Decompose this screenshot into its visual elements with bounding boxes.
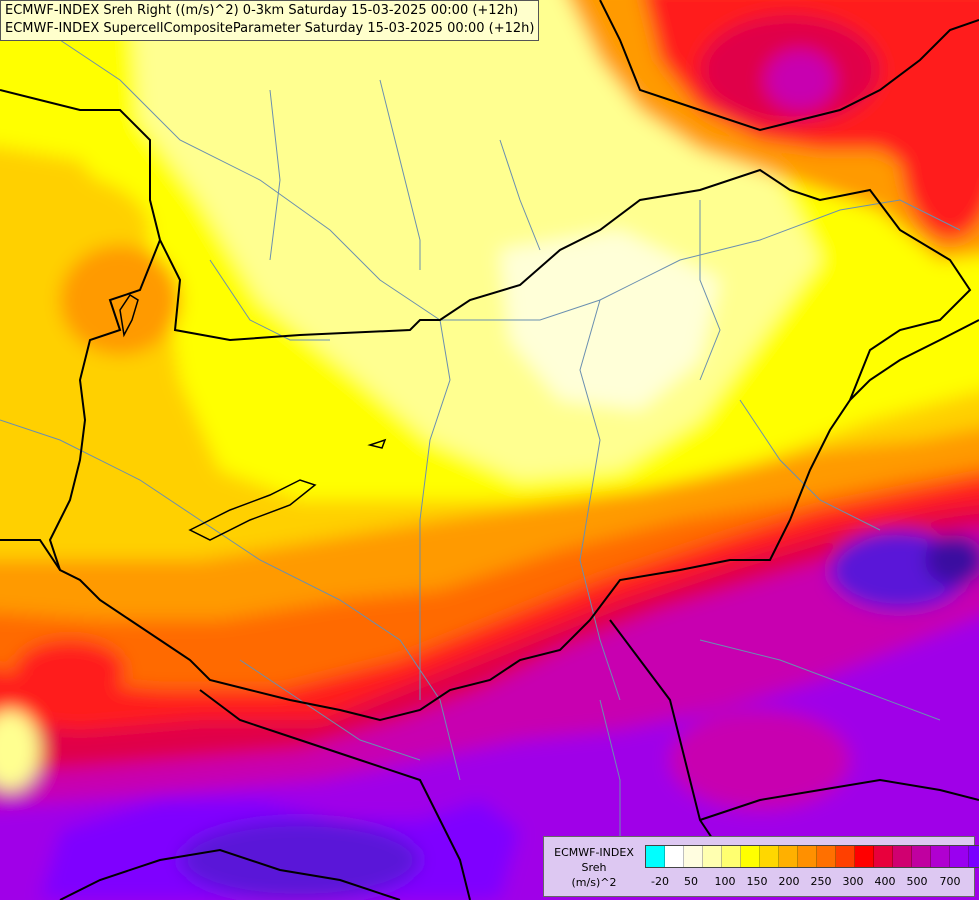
legend-swatch [646,846,665,867]
hungary-border [48,168,972,722]
legend-swatch [684,846,703,867]
legend-swatch [836,846,855,867]
south-border [59,848,401,900]
legend-swatch [874,846,893,867]
magenta-north-patch [765,50,835,110]
legend-swatch [855,846,874,867]
orange-west-patch [60,245,180,355]
red-southwest-patch [15,640,125,700]
legend-label-unit: (m/s)^2 [571,876,617,889]
legend-ticks: -20 50 100 150 200 250 300 400 500 700 [645,875,975,891]
legend-swatch [893,846,912,867]
legend-swatch [931,846,950,867]
legend-label: ECMWF-INDEX Sreh (m/s)^2 [548,845,640,890]
indigo-south-patch [180,820,420,900]
romania-east [849,319,979,401]
title-line-sreh: ECMWF-INDEX Sreh Right ((m/s)^2) 0-3km S… [5,3,519,18]
legend-swatch [969,846,979,867]
legend-swatch [779,846,798,867]
legend-swatch [741,846,760,867]
west-border [0,539,61,571]
legend-tick-label: 400 [874,875,896,888]
legend-swatch [703,846,722,867]
legend-swatch [950,846,969,867]
legend-swatch [817,846,836,867]
legend-tick-label: 200 [778,875,800,888]
croatia-border [199,689,471,900]
legend-swatch [912,846,931,867]
legend-tick-label: 50 [684,875,698,888]
legend-tick-label: -20 [651,875,669,888]
rivers [0,39,961,860]
legend-tick-label: 700 [939,875,961,888]
legend-tick-label: 500 [906,875,928,888]
color-legend: ECMWF-INDEX Sreh (m/s)^2 -20 50 100 150 200 2… [543,836,979,897]
map-title-box: ECMWF-INDEX Sreh Right ((m/s)^2) 0-3km S… [0,0,540,41]
southeast-border [699,778,979,821]
small-lake [367,438,387,449]
north-border-east [599,0,979,132]
slovakia-north-border [0,89,161,241]
legend-tick-label: 100 [714,875,736,888]
legend-label-variable: Sreh [581,861,607,874]
legend-swatch [722,846,741,867]
legend-tick-label: 300 [842,875,864,888]
magenta-southeast-patch [670,710,850,810]
legend-label-source: ECMWF-INDEX [554,846,634,859]
legend-swatches [645,845,979,868]
legend-swatch [760,846,779,867]
lakes [119,293,387,541]
lake-balaton [188,479,317,541]
red-northeast-patch [900,60,979,240]
pale-southwest-patch [0,710,40,790]
navy-east-patch [925,535,979,585]
legend-swatch [798,846,817,867]
legend-swatch [665,846,684,867]
pale-zone [500,230,720,410]
legend-tick-label: 250 [810,875,832,888]
title-line-scp: ECMWF-INDEX SupercellCompositeParameter … [5,21,535,36]
lake-neusiedl [119,293,139,338]
legend-tick-label: 150 [746,875,768,888]
